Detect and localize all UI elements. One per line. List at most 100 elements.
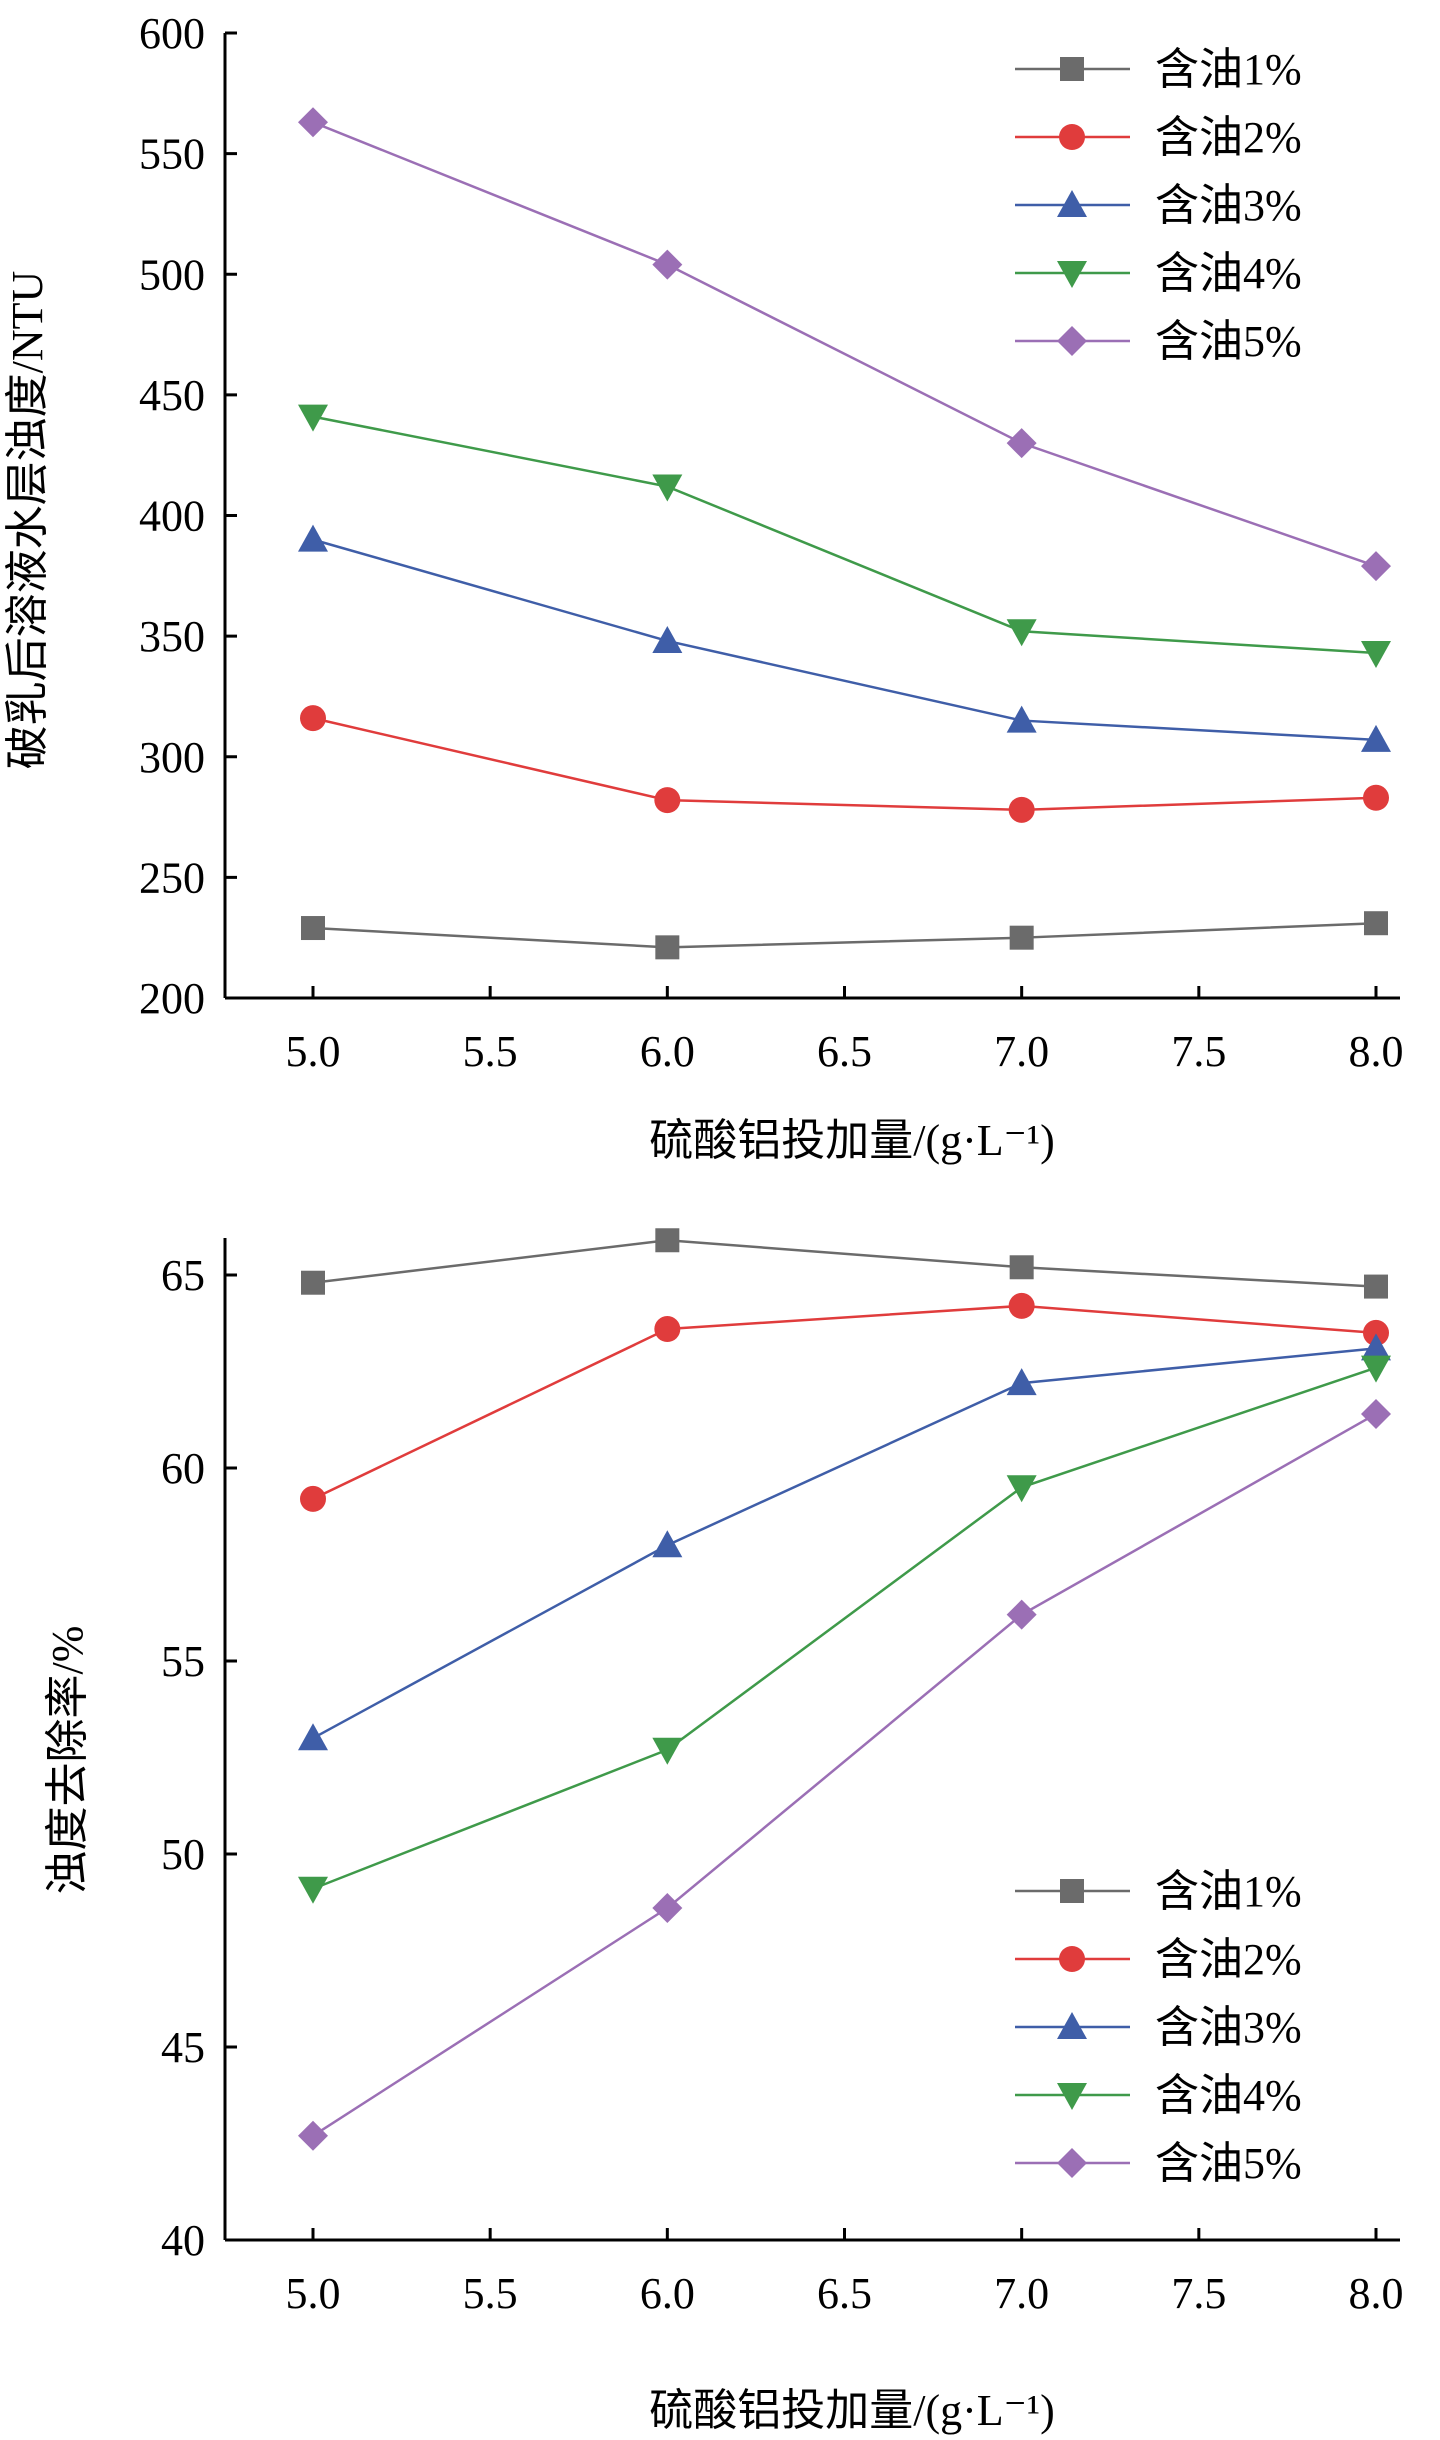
series-line (312, 1347, 1377, 1740)
data-point (1009, 1255, 1034, 1280)
y-tick-label: 200 (139, 974, 205, 1023)
series-line (312, 716, 1377, 812)
y-tick-label: 65 (161, 1251, 205, 1300)
series-line (312, 921, 1377, 949)
y-tick-label: 45 (161, 2023, 205, 2072)
data-point (1361, 641, 1391, 669)
data-point (298, 524, 328, 552)
y-axis-title: 破乳后溶液水层浊度/NTU (3, 271, 52, 770)
data-point (1006, 1475, 1037, 1503)
data-point (1361, 1333, 1391, 1361)
y-tick-label: 55 (161, 1637, 205, 1686)
legend-marker (1059, 1946, 1085, 1972)
legend-label: 含油5% (1155, 2139, 1302, 2188)
legend: 含油1% 含油2% 含油3% 含油4% 含油5% (1015, 45, 1302, 366)
data-point (1006, 428, 1037, 459)
data-point (300, 705, 326, 732)
series-group (298, 1398, 1391, 2151)
data-point (301, 916, 325, 941)
legend-label: 含油5% (1155, 317, 1302, 366)
data-point (1363, 784, 1389, 811)
data-point (1006, 1368, 1037, 1396)
data-point (1006, 1599, 1037, 1630)
x-tick-label: 5.5 (463, 1027, 518, 1076)
x-tick-label: 7.0 (994, 1027, 1049, 1076)
legend-label: 含油1% (1155, 1867, 1302, 1916)
series-line (312, 1412, 1377, 2137)
data-point (1006, 619, 1037, 647)
data-point (1363, 1319, 1389, 1346)
legend-label: 含油4% (1155, 249, 1302, 298)
data-point (298, 2120, 328, 2151)
y-tick-label: 300 (139, 733, 205, 782)
legend-label: 含油2% (1155, 113, 1302, 162)
y-axis-title: 浊度去除率/% (43, 1626, 92, 1895)
data-point (1008, 796, 1035, 823)
series-group (298, 404, 1391, 669)
data-point (298, 1876, 328, 1904)
legend-label: 含油4% (1155, 2071, 1302, 2120)
y-tick-label: 450 (139, 371, 205, 420)
legend-marker (1057, 2083, 1087, 2110)
x-tick-label: 5.5 (463, 2269, 518, 2318)
series-line (312, 1239, 1377, 1288)
data-point (1361, 551, 1391, 582)
data-point (652, 1737, 683, 1765)
data-point (1361, 1398, 1391, 1429)
y-tick-label: 350 (139, 612, 205, 661)
legend-marker (1057, 2148, 1087, 2178)
y-tick-label: 600 (139, 9, 205, 58)
series-group (298, 524, 1391, 752)
x-tick-label: 7.0 (994, 2269, 1049, 2318)
data-point (655, 935, 680, 960)
data-point (654, 1316, 681, 1343)
legend-label: 含油3% (1155, 2003, 1302, 2052)
x-tick-label: 8.0 (1349, 1027, 1404, 1076)
data-point (1006, 705, 1037, 733)
data-point (1361, 724, 1391, 752)
data-point (300, 1485, 326, 1512)
legend-marker (1057, 326, 1087, 356)
data-point (652, 625, 683, 653)
y-tick-label: 250 (139, 853, 205, 902)
y-tick-label: 500 (139, 250, 205, 299)
x-tick-label: 6.0 (640, 1027, 695, 1076)
data-point (1364, 911, 1388, 936)
series-group (300, 1292, 1389, 1512)
y-tick-label: 60 (161, 1444, 205, 1493)
series-line (312, 415, 1377, 655)
legend-marker (1060, 1879, 1084, 1903)
x-tick-label: 8.0 (1349, 2269, 1404, 2318)
data-point (652, 1530, 683, 1558)
data-point (1008, 1292, 1035, 1319)
x-tick-label: 7.5 (1171, 1027, 1226, 1076)
series-group (300, 705, 1389, 823)
y-tick-label: 400 (139, 492, 205, 541)
x-tick-label: 6.0 (640, 2269, 695, 2318)
removal-rate-chart: 硫酸铝投加量/(g·L⁻¹) 浊度去除率/% 5.0 5.5 6.0 6.5 7.0 7.… (43, 1228, 1404, 2435)
data-point (654, 787, 681, 814)
legend-marker (1057, 2012, 1087, 2039)
legend: 含油1% 含油2% 含油3% 含油4% 含油5% (1015, 1867, 1302, 2188)
x-tick-label: 7.5 (1171, 2269, 1226, 2318)
turbidity-chart: 硫酸铝投加量/(g·L⁻¹) 破乳后溶液水层浊度/NTU 5.0 5.5 6.0 6.… (3, 9, 1404, 1165)
series-group (298, 1333, 1391, 1751)
series-line (312, 121, 1377, 568)
legend-marker (1060, 57, 1084, 81)
data-point (298, 107, 328, 138)
y-tick-label: 550 (139, 130, 205, 179)
data-point (1361, 1355, 1391, 1383)
data-point (1364, 1274, 1388, 1299)
legend-label: 含油2% (1155, 1935, 1302, 1984)
y-tick-label: 40 (161, 2216, 205, 2265)
x-tick-label: 6.5 (817, 1027, 872, 1076)
x-axis-title: 硫酸铝投加量/(g·L⁻¹) (649, 2386, 1054, 2435)
series-line (312, 538, 1377, 742)
legend-marker (1057, 190, 1087, 217)
series-group (301, 911, 1388, 960)
legend-marker (1059, 124, 1085, 150)
legend-marker (1057, 261, 1087, 288)
series-line (312, 1366, 1377, 1890)
data-point (652, 474, 683, 502)
